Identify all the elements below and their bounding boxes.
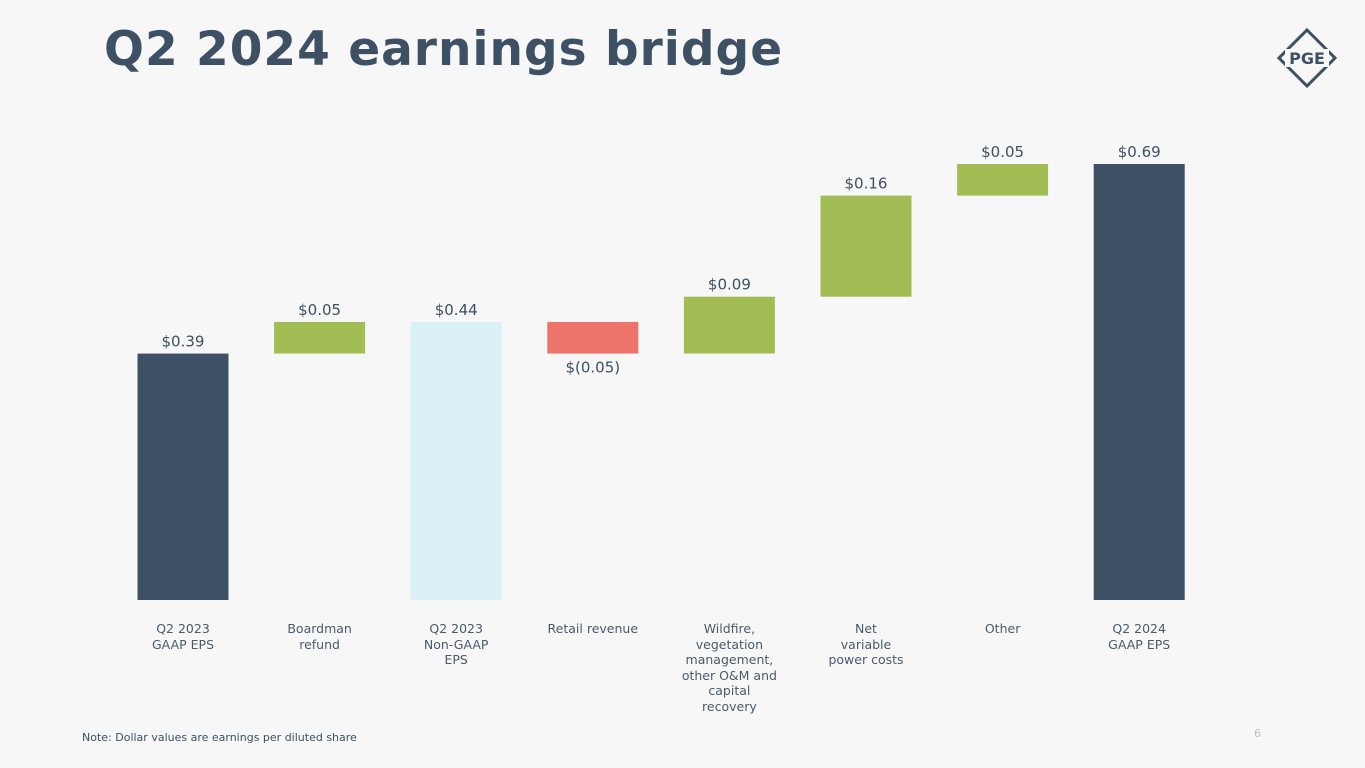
bar [957, 164, 1049, 196]
value-label: $(0.05) [565, 359, 620, 377]
x-tick-label: Retail revenue [547, 621, 639, 636]
value-label: $0.16 [845, 175, 888, 193]
bar [274, 321, 366, 354]
x-tick-label: Q2 2023 Non-GAAP EPS [423, 621, 489, 667]
value-label: $0.69 [1118, 143, 1161, 161]
bar [820, 195, 912, 297]
logo-diamond [1277, 28, 1337, 88]
footnote: Note: Dollar values are earnings per dil… [82, 731, 357, 744]
slide-title: Q2 2024 earnings bridge [104, 22, 784, 77]
bar [683, 296, 775, 354]
bar [547, 321, 639, 354]
x-tick-label: Other [984, 621, 1021, 636]
page-number: 6 [1254, 727, 1261, 740]
bar [410, 321, 502, 600]
x-tick-label: Q2 2024 GAAP EPS [1108, 621, 1171, 652]
bar [137, 353, 229, 600]
value-label: $0.09 [708, 276, 751, 294]
logo: PGE [1277, 28, 1337, 88]
x-tick-label: Q2 2023 GAAP EPS [151, 621, 215, 652]
logo-text: PGE [1289, 49, 1325, 68]
x-tick-label: Net variable power costs [828, 621, 904, 667]
bar [1093, 164, 1185, 600]
value-label: $0.05 [981, 143, 1024, 161]
value-label: $0.39 [162, 333, 205, 351]
x-tick-label: Wildfire, vegetation management, other O… [681, 621, 777, 714]
value-label: $0.44 [435, 301, 478, 319]
logo-band [1285, 49, 1329, 67]
x-tick-label: Boardman refund [287, 621, 352, 652]
value-label: $0.05 [298, 301, 341, 319]
